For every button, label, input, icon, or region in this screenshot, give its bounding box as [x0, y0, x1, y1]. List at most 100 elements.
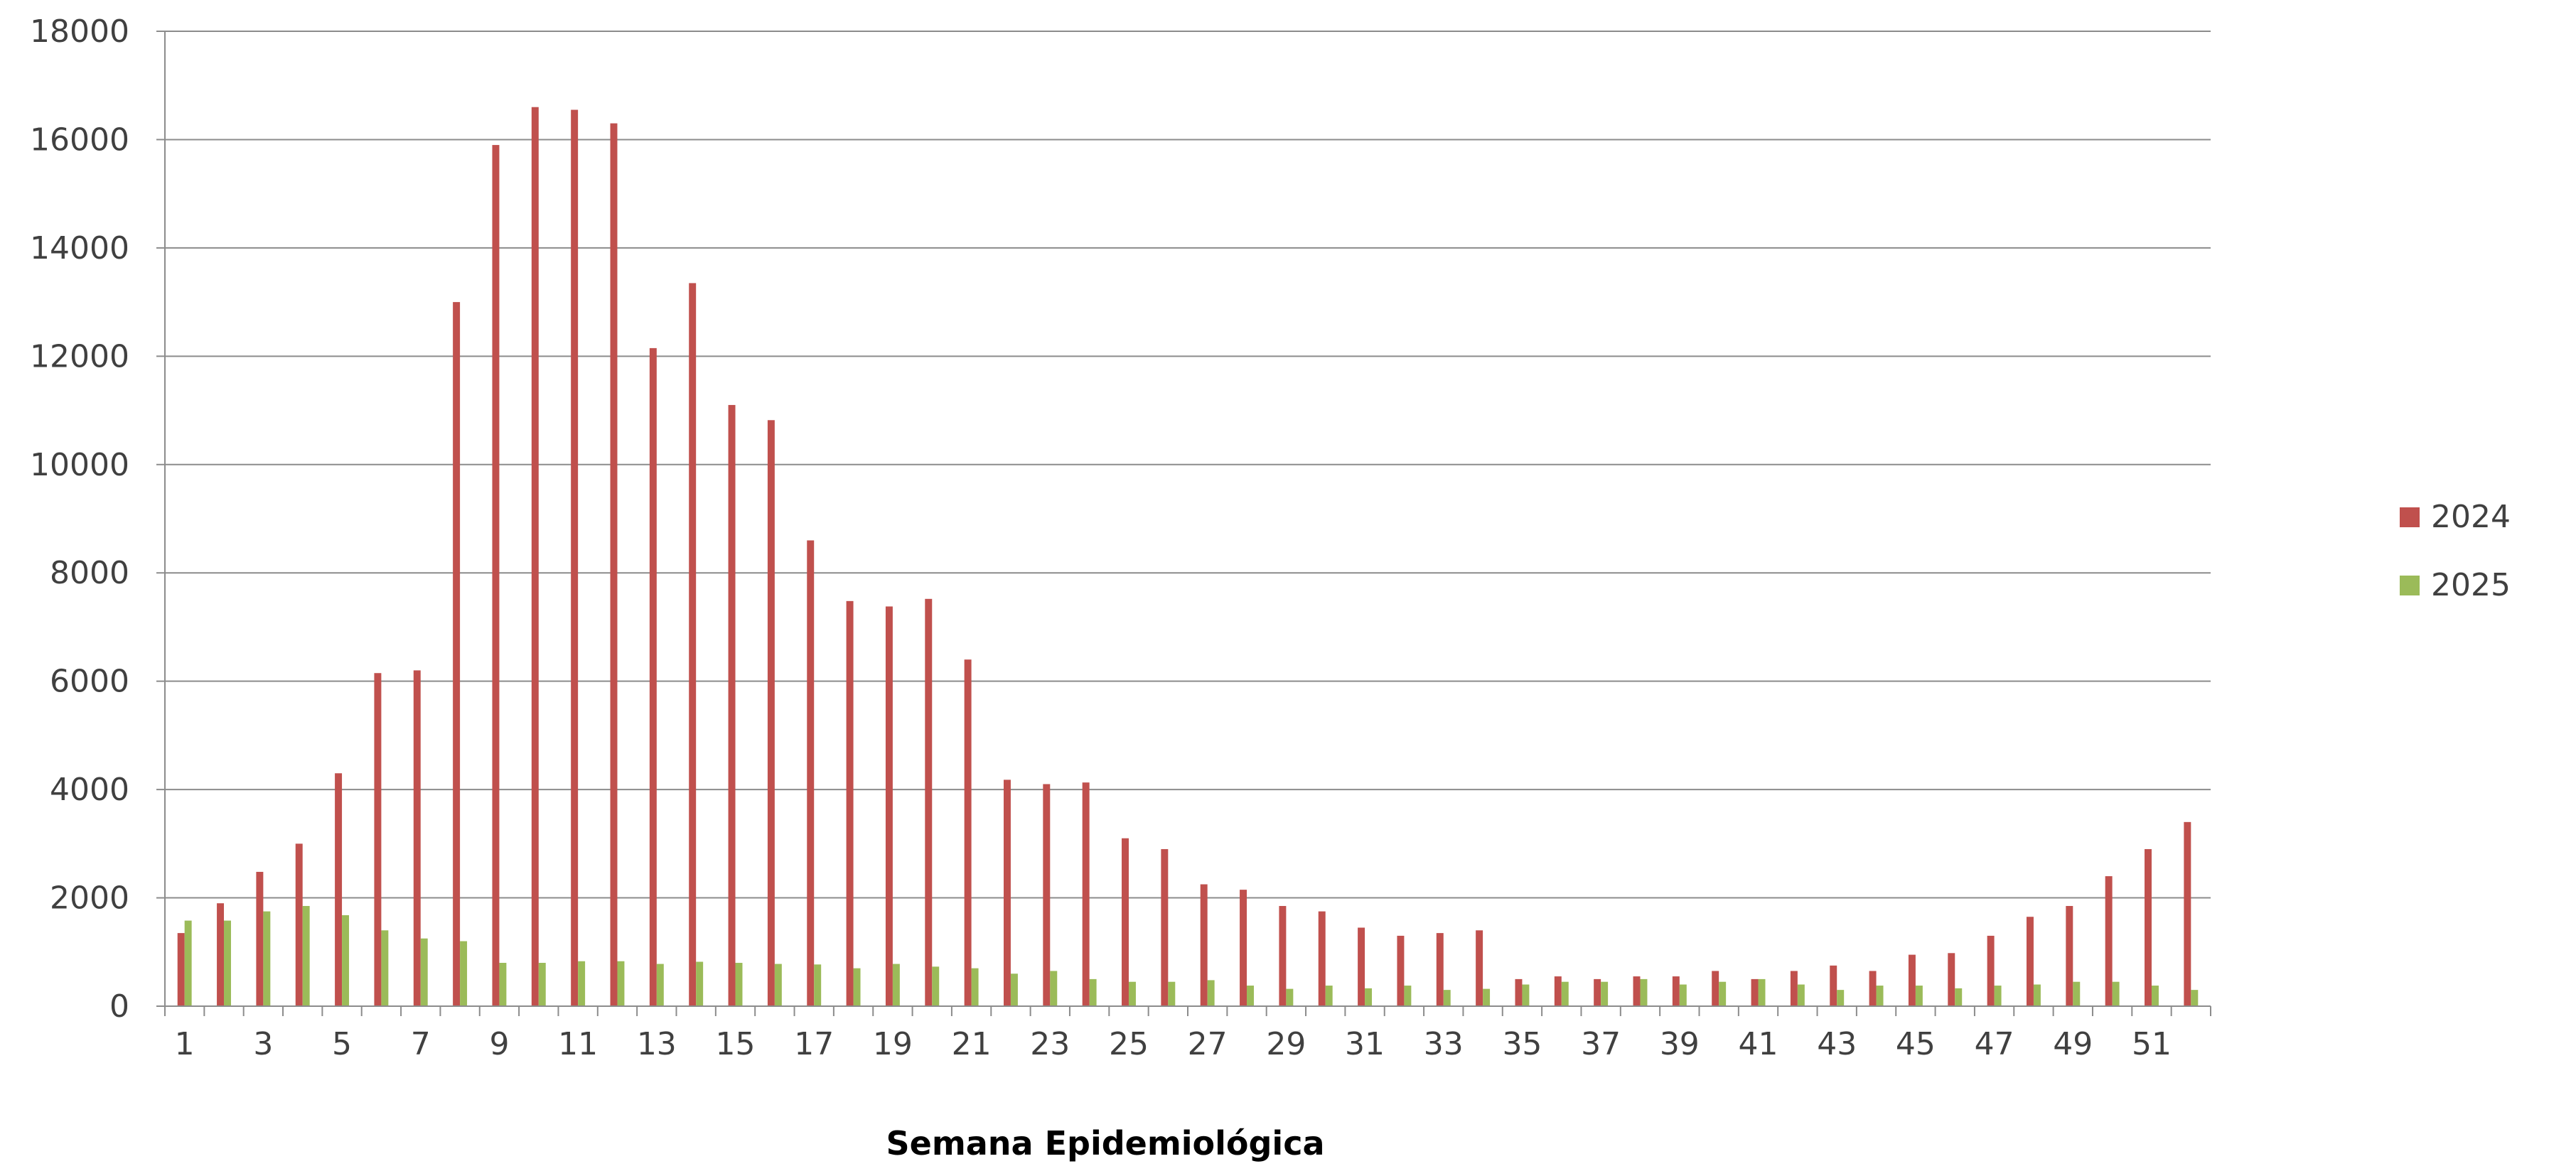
x-tick-label: 13 [637, 1026, 677, 1062]
bar-2024 [1672, 976, 1680, 1006]
y-tick-label: 10000 [30, 447, 129, 483]
bar-2024 [1397, 935, 1405, 1006]
x-tick-label: 1 [175, 1026, 195, 1062]
bar-2024 [1318, 911, 1326, 1006]
y-tick-label: 14000 [30, 230, 129, 266]
legend-swatch-2025 [2400, 576, 2420, 595]
bar-2024 [1554, 976, 1562, 1006]
bar-2025 [1915, 986, 1923, 1006]
bar-2025 [696, 961, 704, 1006]
bar-2025 [1679, 984, 1687, 1006]
bar-2025 [1758, 978, 1766, 1006]
bar-2025 [1128, 981, 1136, 1006]
y-tick-label: 16000 [30, 122, 129, 158]
bar-2024 [964, 659, 972, 1006]
bar-2025 [538, 963, 546, 1006]
x-tick-label: 21 [952, 1026, 992, 1062]
bar-2024 [295, 843, 303, 1006]
bar-2025 [499, 963, 507, 1006]
bar-2025 [1561, 981, 1569, 1006]
x-tick-label: 31 [1345, 1026, 1385, 1062]
bar-2025 [302, 905, 310, 1006]
bar-2025 [1443, 990, 1451, 1006]
x-tick-label: 41 [1739, 1026, 1778, 1062]
bar-2025 [892, 964, 900, 1006]
bar-2024 [492, 145, 500, 1007]
bar-2025 [1050, 971, 1058, 1006]
bar-2025 [1797, 984, 1805, 1006]
x-tick-label: 33 [1424, 1026, 1464, 1062]
x-axis: 1 3 5 7 9 11 13 15 17 19 21 23 25 27 29 31 33 35 37 39 41 43 4… [164, 1005, 2211, 1062]
bar-2024 [1279, 905, 1287, 1006]
bar-2024 [413, 670, 421, 1006]
bar-2025 [1089, 978, 1097, 1006]
bar-2024 [453, 302, 461, 1007]
bar-2024 [2026, 917, 2034, 1006]
x-tick-label: 11 [558, 1026, 598, 1062]
bar-2024 [925, 598, 933, 1006]
x-tick-label: 5 [332, 1026, 352, 1062]
x-tick-label: 51 [2132, 1026, 2172, 1062]
bar-2025 [224, 920, 231, 1006]
bar-2024 [846, 600, 854, 1006]
bar-2025 [1010, 973, 1018, 1006]
bar-2024 [1436, 933, 1444, 1006]
bar-2025 [2073, 981, 2081, 1006]
bar-2024 [217, 903, 225, 1006]
x-tick-label: 23 [1030, 1026, 1070, 1062]
bar-2025 [1404, 986, 1412, 1006]
bar-2024 [571, 109, 579, 1006]
bar-2024 [1122, 838, 1129, 1006]
x-axis-title: Semana Epidemiológica [886, 1124, 1324, 1162]
y-tick-label: 0 [109, 988, 129, 1025]
x-tick-label: 37 [1581, 1026, 1621, 1062]
legend: 2024 2025 [2400, 499, 2511, 603]
bar-2025 [1365, 988, 1373, 1006]
bar-2024 [335, 773, 343, 1006]
bar-2025 [342, 915, 350, 1006]
bar-2024 [374, 673, 382, 1006]
legend-label-2025: 2025 [2431, 567, 2511, 603]
x-tick-label: 15 [716, 1026, 756, 1062]
bar-2025 [1876, 986, 1884, 1006]
x-tick-label: 49 [2053, 1026, 2093, 1062]
bar-2024 [1476, 930, 1483, 1006]
bar-2025 [1247, 986, 1254, 1006]
bar-2024 [2105, 876, 2113, 1006]
gridlines [165, 31, 2211, 899]
bar-2024 [885, 606, 893, 1006]
bar-2024 [1869, 971, 1877, 1006]
x-tick-label: 47 [1975, 1026, 2014, 1062]
bar-2025 [460, 941, 468, 1006]
bar-2024 [1790, 971, 1798, 1006]
bar-2024 [177, 933, 185, 1006]
bar-2025 [1286, 988, 1294, 1006]
y-tick-label: 2000 [50, 880, 129, 917]
bar-2025 [1601, 981, 1609, 1006]
bar-2024 [1830, 965, 1837, 1006]
bar-2025 [1640, 978, 1648, 1006]
bar-2025 [381, 930, 389, 1006]
x-tick-label: 43 [1817, 1026, 1857, 1062]
bar-2024 [1082, 782, 1090, 1006]
bar-2024 [767, 420, 775, 1006]
bar-2025 [1325, 986, 1333, 1006]
bar-2025 [656, 964, 664, 1006]
bar-2024 [2184, 821, 2191, 1006]
bar-2025 [1207, 980, 1215, 1006]
bar-2025 [1994, 986, 2002, 1006]
y-tick-label: 18000 [30, 14, 129, 50]
bar-2025 [263, 911, 271, 1006]
bar-2025 [2191, 990, 2199, 1006]
x-tick-label: 3 [253, 1026, 273, 1062]
x-tick-label: 25 [1109, 1026, 1149, 1062]
bar-2024 [807, 540, 815, 1006]
bars [177, 107, 2199, 1007]
bar-2025 [184, 920, 192, 1006]
bar-2024 [1043, 784, 1051, 1006]
bar-2025 [2112, 981, 2120, 1006]
x-tick-label: 19 [873, 1026, 913, 1062]
bar-2024 [1594, 978, 1601, 1006]
bar-2024 [1948, 953, 1955, 1006]
